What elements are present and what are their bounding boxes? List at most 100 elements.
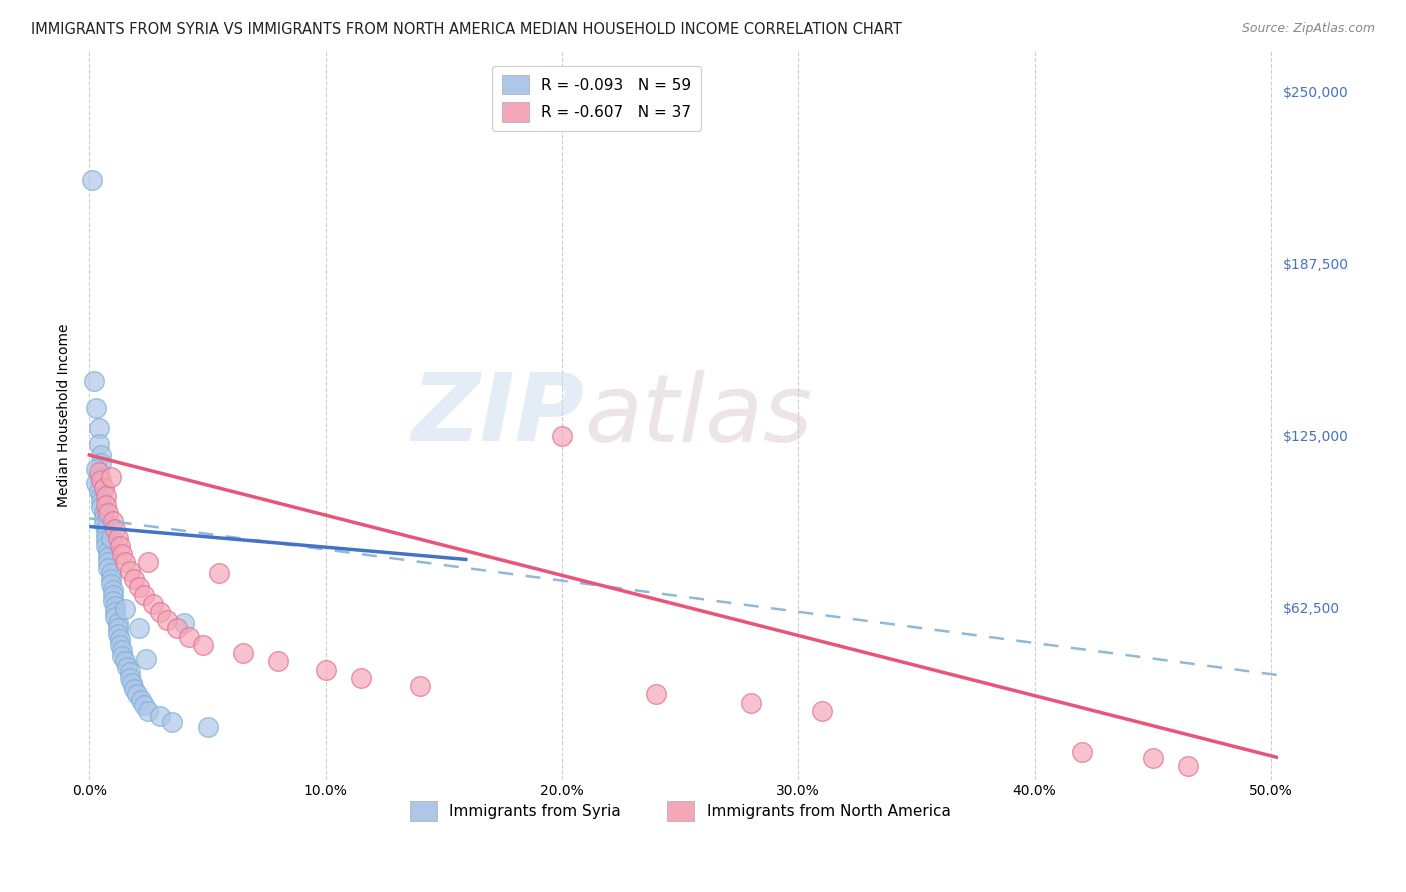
Text: ZIP: ZIP bbox=[412, 369, 585, 461]
Point bbox=[107, 621, 129, 635]
Point bbox=[94, 533, 117, 548]
Point bbox=[93, 506, 115, 520]
Point bbox=[93, 481, 115, 495]
Point bbox=[315, 663, 337, 677]
Point bbox=[101, 594, 124, 608]
Point bbox=[86, 401, 108, 416]
Point bbox=[80, 173, 103, 187]
Point bbox=[86, 475, 108, 490]
Point bbox=[409, 679, 432, 693]
Point bbox=[94, 539, 117, 553]
Point bbox=[114, 602, 136, 616]
Point bbox=[232, 646, 254, 660]
Point bbox=[97, 561, 120, 575]
Point bbox=[118, 665, 141, 680]
Point bbox=[142, 597, 165, 611]
Point bbox=[97, 549, 120, 564]
Point bbox=[267, 654, 290, 668]
Point bbox=[131, 693, 153, 707]
Point bbox=[97, 506, 120, 520]
Point bbox=[90, 495, 112, 509]
Legend: Immigrants from Syria, Immigrants from North America: Immigrants from Syria, Immigrants from N… bbox=[404, 795, 956, 827]
Point bbox=[87, 470, 110, 484]
Point bbox=[108, 539, 131, 553]
Point bbox=[208, 566, 231, 581]
Point bbox=[132, 588, 155, 602]
Point bbox=[132, 698, 155, 713]
Point bbox=[173, 615, 195, 630]
Text: atlas: atlas bbox=[585, 369, 813, 460]
Point bbox=[108, 638, 131, 652]
Point bbox=[101, 514, 124, 528]
Point bbox=[107, 627, 129, 641]
Point bbox=[166, 621, 188, 635]
Point bbox=[87, 465, 110, 479]
Point bbox=[191, 638, 214, 652]
Point bbox=[101, 582, 124, 597]
Point bbox=[125, 687, 148, 701]
Point bbox=[551, 429, 574, 443]
Point bbox=[100, 572, 122, 586]
Point bbox=[138, 704, 160, 718]
Point bbox=[156, 613, 179, 627]
Point bbox=[104, 610, 127, 624]
Point bbox=[1142, 750, 1164, 764]
Point bbox=[111, 643, 134, 657]
Point bbox=[149, 709, 172, 723]
Point bbox=[350, 671, 373, 685]
Point bbox=[90, 448, 112, 462]
Point bbox=[87, 483, 110, 498]
Point bbox=[90, 456, 112, 470]
Point bbox=[100, 470, 122, 484]
Point bbox=[149, 605, 172, 619]
Point bbox=[100, 531, 122, 545]
Text: Source: ZipAtlas.com: Source: ZipAtlas.com bbox=[1241, 22, 1375, 36]
Point bbox=[121, 676, 143, 690]
Point bbox=[1070, 745, 1092, 759]
Point bbox=[93, 516, 115, 531]
Point bbox=[104, 605, 127, 619]
Point bbox=[94, 489, 117, 503]
Point bbox=[107, 531, 129, 545]
Point bbox=[83, 374, 105, 388]
Point bbox=[93, 511, 115, 525]
Point bbox=[104, 522, 127, 536]
Point bbox=[94, 498, 117, 512]
Point bbox=[87, 437, 110, 451]
Point bbox=[1177, 759, 1199, 773]
Point bbox=[100, 566, 122, 581]
Point bbox=[177, 630, 200, 644]
Point bbox=[111, 547, 134, 561]
Point bbox=[114, 555, 136, 569]
Point bbox=[90, 473, 112, 487]
Point bbox=[138, 555, 160, 569]
Point bbox=[101, 588, 124, 602]
Point bbox=[97, 544, 120, 558]
Y-axis label: Median Household Income: Median Household Income bbox=[58, 324, 72, 507]
Point bbox=[86, 462, 108, 476]
Point bbox=[114, 654, 136, 668]
Point bbox=[160, 714, 183, 729]
Point bbox=[124, 681, 146, 696]
Point bbox=[811, 704, 834, 718]
Point bbox=[107, 615, 129, 630]
Point bbox=[124, 572, 146, 586]
Point bbox=[645, 687, 668, 701]
Point bbox=[128, 621, 150, 635]
Point bbox=[100, 577, 122, 591]
Point bbox=[740, 696, 762, 710]
Point bbox=[87, 420, 110, 434]
Text: IMMIGRANTS FROM SYRIA VS IMMIGRANTS FROM NORTH AMERICA MEDIAN HOUSEHOLD INCOME C: IMMIGRANTS FROM SYRIA VS IMMIGRANTS FROM… bbox=[31, 22, 901, 37]
Point bbox=[90, 489, 112, 503]
Point bbox=[97, 555, 120, 569]
Point bbox=[118, 564, 141, 578]
Point bbox=[94, 522, 117, 536]
Point bbox=[90, 500, 112, 515]
Point bbox=[108, 632, 131, 647]
Point bbox=[104, 599, 127, 614]
Point bbox=[197, 720, 219, 734]
Point bbox=[94, 528, 117, 542]
Point bbox=[111, 648, 134, 663]
Point bbox=[115, 660, 138, 674]
Point bbox=[118, 671, 141, 685]
